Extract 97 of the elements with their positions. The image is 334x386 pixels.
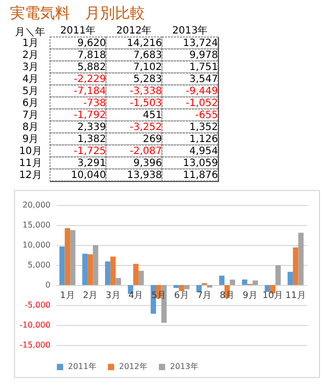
y-tick-label: 5,000	[28, 260, 50, 270]
data-label: 13,938	[127, 170, 162, 181]
data-label: -1,503	[130, 98, 162, 109]
bar	[64, 228, 70, 285]
y-tick-label: 4月	[22, 74, 39, 85]
bar	[110, 256, 116, 285]
bar	[92, 245, 98, 285]
bar	[138, 270, 144, 285]
data-label: 9,978	[189, 50, 218, 61]
x-tick-label: 9月	[242, 291, 258, 301]
x-tick-label: 2013年	[172, 24, 208, 36]
legend-label: 2012年	[119, 362, 148, 371]
bar	[70, 230, 76, 285]
data-label: -3,338	[130, 86, 162, 97]
data-label: -1,792	[74, 110, 106, 121]
data-label: -2,229	[74, 74, 106, 85]
x-tick-label: 1月	[60, 291, 75, 301]
bar	[264, 285, 270, 292]
data-label: 5,283	[133, 74, 162, 85]
y-tick-label: 10月	[19, 146, 42, 157]
data-label: 11,876	[183, 170, 218, 181]
y-tick-label: 6月	[22, 98, 39, 109]
y-tick-label: 12月	[19, 170, 42, 181]
data-label: 13,724	[183, 38, 218, 49]
y-tick-label: -10,000	[20, 320, 50, 330]
data-label: -1,052	[186, 98, 218, 109]
data-label: -738	[83, 98, 106, 109]
x-tick-label: 10月	[262, 291, 283, 301]
bar	[116, 278, 122, 285]
y-tick-label: 5月	[22, 86, 39, 97]
data-label: 7,818	[77, 50, 106, 61]
data-label: 1,126	[189, 134, 218, 145]
data-label: 5,882	[77, 62, 106, 73]
data-label: 13,059	[183, 158, 218, 169]
y-tick-label: 0	[45, 280, 50, 290]
data-label: 7,683	[133, 50, 162, 61]
bar	[59, 246, 65, 285]
data-label: -1,725	[74, 146, 106, 157]
bar	[242, 279, 248, 285]
bar	[298, 232, 304, 285]
data-label: 451	[142, 110, 162, 121]
y-tick-label: 3月	[22, 62, 39, 73]
bar	[252, 280, 258, 285]
x-tick-label: 4月	[128, 291, 144, 301]
x-tick-label: 7月	[196, 291, 212, 301]
y-tick-label: 9月	[22, 134, 39, 145]
x-tick-label: 2月	[82, 291, 98, 301]
bar	[275, 265, 281, 285]
data-label: 269	[142, 134, 162, 145]
bar	[230, 280, 236, 285]
data-label: 9,620	[77, 38, 106, 49]
y-tick-label: -5,000	[24, 300, 50, 310]
x-tick-label: 11月	[285, 291, 306, 301]
data-label: 4,954	[189, 146, 218, 157]
bar	[133, 264, 139, 285]
bar	[288, 272, 293, 285]
legend-label: 2013年	[170, 362, 198, 371]
y-tick-label: -15,000	[20, 340, 50, 350]
bar	[219, 276, 224, 285]
bar	[178, 285, 184, 292]
x-tick-label: 2012年	[116, 24, 152, 36]
y-tick-label: 8月	[22, 122, 39, 133]
data-label: 1,352	[189, 122, 218, 133]
bar	[82, 254, 88, 285]
data-label: 3,547	[189, 74, 218, 85]
data-label: 14,216	[127, 38, 162, 49]
bar	[292, 247, 298, 285]
y-tick-label: 10,000	[22, 240, 50, 250]
bar	[206, 285, 212, 288]
y-tick-label: 7月	[22, 110, 39, 121]
y-tick-label: 2月	[22, 50, 39, 61]
y-tick-label: 1月	[22, 38, 39, 49]
data-label: 7,102	[133, 62, 162, 73]
data-label: -2,087	[130, 146, 162, 157]
bar	[88, 254, 93, 285]
bar	[174, 285, 179, 288]
data-label: 3,291	[77, 158, 106, 169]
data-label: -9,449	[186, 86, 218, 97]
data-label: -7,184	[74, 86, 106, 97]
y-tick-label: 20,000	[22, 200, 50, 210]
chart-title: 実電気料 月別比較	[10, 4, 145, 22]
data-label: -3,252	[130, 122, 162, 133]
annotation: 月＼年	[14, 26, 46, 38]
data-label: 1,751	[189, 62, 218, 73]
data-label: 10,040	[71, 170, 106, 181]
x-tick-label: 2011年	[60, 24, 96, 36]
bar	[105, 261, 110, 285]
y-tick-label: 15,000	[22, 220, 50, 230]
data-label: -655	[195, 110, 218, 121]
data-label: 2,339	[77, 122, 106, 133]
x-tick-label: 3月	[106, 291, 120, 301]
x-tick-label: 6月	[174, 291, 189, 301]
y-tick-label: 11月	[19, 158, 42, 169]
data-label: 9,396	[133, 158, 162, 169]
data-label: 1,382	[77, 134, 106, 145]
legend-label: 2011年	[68, 362, 96, 371]
bar	[184, 285, 190, 290]
